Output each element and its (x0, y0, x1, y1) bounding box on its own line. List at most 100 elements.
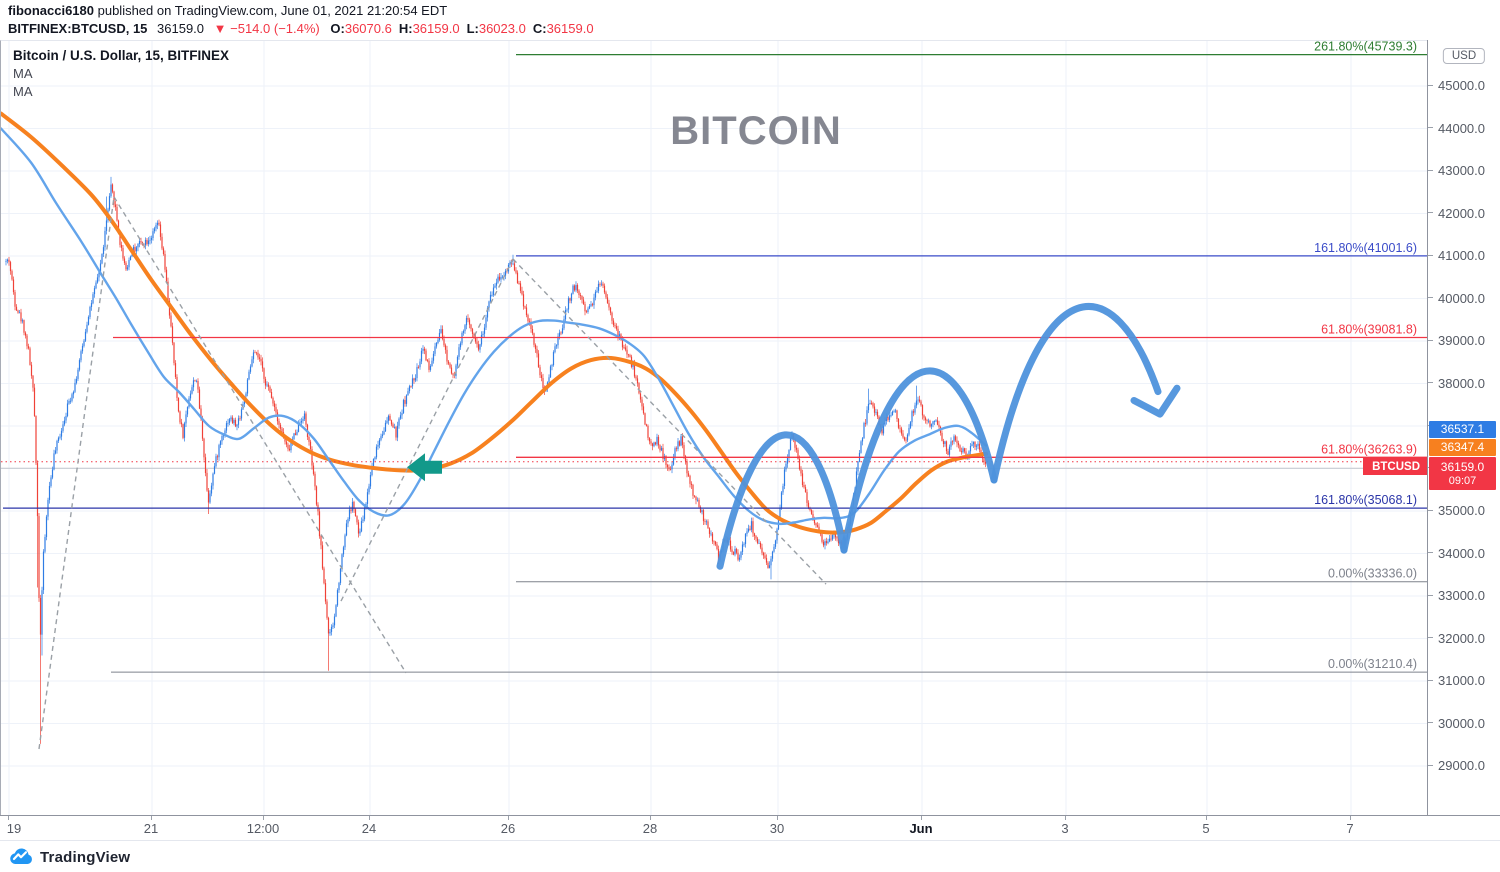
time-tick-label: 30 (769, 821, 785, 836)
symbol-price-flag: BTCUSD (1363, 458, 1427, 475)
fib-label: 61.80%(39081.8) (1321, 323, 1417, 337)
fib-label: 61.80%(36263.9) (1321, 442, 1417, 456)
price-tick-label: 39000.0 (1438, 333, 1485, 348)
price-change: ▼ −514.0 (−1.4%) (213, 21, 320, 36)
price-tick-dash (1428, 764, 1433, 766)
chart-legend: Bitcoin / U.S. Dollar, 15, BITFINEX MA M… (13, 47, 229, 101)
price-tick-dash (1428, 84, 1433, 86)
price-tick-dash (1428, 382, 1433, 383)
time-tick-dash (650, 816, 651, 820)
time-tick-label: 12:00 (246, 821, 280, 836)
fib-levels[interactable]: 261.80%(45739.3) 161.80%(41001.6) 61.80%(3… (3, 41, 1427, 673)
trendline-dashed[interactable] (38, 196, 115, 750)
symbol-name: BITFINEX:BTCUSD, 15 (8, 21, 148, 36)
price-tick-dash (1428, 637, 1433, 638)
trendline-dashed[interactable] (512, 258, 827, 585)
price-axis[interactable]: USD 45000.0 44000.0 43000.0 42000.0 41000.0 4… (1427, 40, 1500, 815)
time-tick-label: 24 (361, 821, 377, 836)
price-tick-dash (1428, 679, 1433, 681)
drawn-arc[interactable] (840, 367, 998, 554)
ohlc-label: C: (532, 21, 547, 36)
ma-fast-price-tag: 36537.1 (1429, 421, 1496, 438)
trendline-dashed[interactable] (340, 258, 514, 602)
fib-label: 261.80%(45739.3) (1314, 41, 1417, 54)
price-tick-dash (1428, 552, 1433, 553)
price-tick-label: 32000.0 (1438, 630, 1485, 646)
time-tick-dash (1206, 816, 1207, 820)
time-tick-label: 19 (6, 821, 22, 836)
last-price-tag: 36159.0 09:07 (1429, 457, 1496, 490)
price-tick-dash (1428, 297, 1433, 298)
price-tick-label: 44000.0 (1438, 120, 1485, 136)
price-tick-label: 41000.0 (1438, 248, 1485, 263)
price-tick-label: 31000.0 (1438, 673, 1485, 688)
ohlc-value: 36023.0 (478, 21, 526, 36)
drawn-arc[interactable] (990, 303, 1162, 484)
tradingview-logo-icon[interactable] (8, 847, 34, 867)
time-tick-dash (263, 816, 264, 820)
price-tick-label: 38000.0 (1438, 375, 1485, 391)
fib-label: 0.00%(31210.4) (1328, 657, 1417, 671)
time-tick-label: Jun (909, 821, 933, 836)
drawn-arrowhead-icon[interactable] (1130, 384, 1181, 418)
ma-fast-line[interactable] (1, 127, 988, 526)
candlestick-series[interactable] (5, 176, 987, 744)
time-tick-label: 21 (143, 821, 159, 836)
ohlc-value: 36159.0 (546, 21, 594, 36)
author-name: fibonacci6180 (8, 3, 94, 18)
price-tick-dash (1428, 254, 1433, 256)
published-info: published on TradingView.com, June 01, 2… (94, 3, 448, 18)
fib-label: 161.80%(41001.6) (1314, 241, 1417, 255)
price-tick-dash (1428, 169, 1433, 171)
ohlc-value: 36159.0 (412, 21, 460, 36)
symbol-watermark: BITCOIN (670, 109, 841, 153)
price-tick-dash (1428, 509, 1433, 511)
drawn-arc[interactable] (716, 431, 848, 570)
price-tick-label: 34000.0 (1438, 545, 1485, 561)
price-tick-label: 40000.0 (1438, 290, 1485, 306)
last-price: 36159.0 (157, 21, 205, 36)
time-tick-dash (508, 816, 509, 820)
price-tick-label: 43000.0 (1438, 163, 1485, 178)
time-tick-label: 5 (1202, 821, 1210, 836)
price-tick-dash (1428, 339, 1433, 341)
price-tick-label: 30000.0 (1438, 715, 1485, 731)
snapshot-header: fibonacci6180 published on TradingView.c… (0, 0, 1500, 40)
price-tick-label: 35000.0 (1438, 503, 1485, 518)
time-tick-label: 3 (1061, 821, 1069, 836)
price-tick-label: 33000.0 (1438, 588, 1485, 603)
left-arrow-marker-icon[interactable] (407, 453, 442, 482)
grid (1, 41, 1427, 815)
currency-badge[interactable]: USD (1442, 48, 1486, 64)
ohlc-label: L: (466, 21, 479, 36)
price-tick-label: 42000.0 (1438, 205, 1485, 221)
trendline-dashed[interactable] (113, 196, 407, 674)
ma-slow-line[interactable] (1, 111, 988, 535)
tradingview-wordmark[interactable]: TradingView (40, 848, 131, 866)
price-tick-label: 29000.0 (1438, 758, 1485, 773)
legend-ma-fast[interactable]: MA (13, 66, 33, 81)
fib-label: 0.00%(33336.0) (1328, 567, 1417, 581)
price-tick-dash (1428, 594, 1433, 596)
time-axis[interactable]: 19 21 12:00 24 26 28 30 Jun 3 5 7 (0, 815, 1500, 840)
time-tick-dash (151, 816, 152, 820)
time-tick-dash (8, 816, 9, 820)
fib-label: 161.80%(35068.1) (1314, 493, 1417, 507)
chart-plot[interactable]: BITCOIN 261.80%(45739.3) 161.80%(41001.6) 6… (1, 41, 1427, 815)
ma-slow-price-tag: 36347.4 (1429, 439, 1496, 456)
price-tick-label: 45000.0 (1438, 78, 1485, 93)
snapshot-footer: TradingView (0, 840, 1500, 872)
time-tick-dash (1350, 816, 1351, 820)
price-tick-dash (1428, 212, 1433, 213)
legend-ma-slow[interactable]: MA (13, 84, 33, 99)
time-tick-label: 26 (500, 821, 516, 836)
legend-symbol-title[interactable]: Bitcoin / U.S. Dollar, 15, BITFINEX (13, 48, 230, 63)
ohlc-value: 36070.6 (344, 21, 392, 36)
price-tick-dash (1428, 127, 1433, 128)
time-tick-dash (777, 816, 778, 820)
ohlc-label: O: (330, 21, 345, 36)
ohlc-label: H: (398, 21, 413, 36)
chart-canvas[interactable]: BITCOIN 261.80%(45739.3) 161.80%(41001.6) 6… (0, 40, 1427, 815)
time-tick-dash (369, 816, 370, 820)
